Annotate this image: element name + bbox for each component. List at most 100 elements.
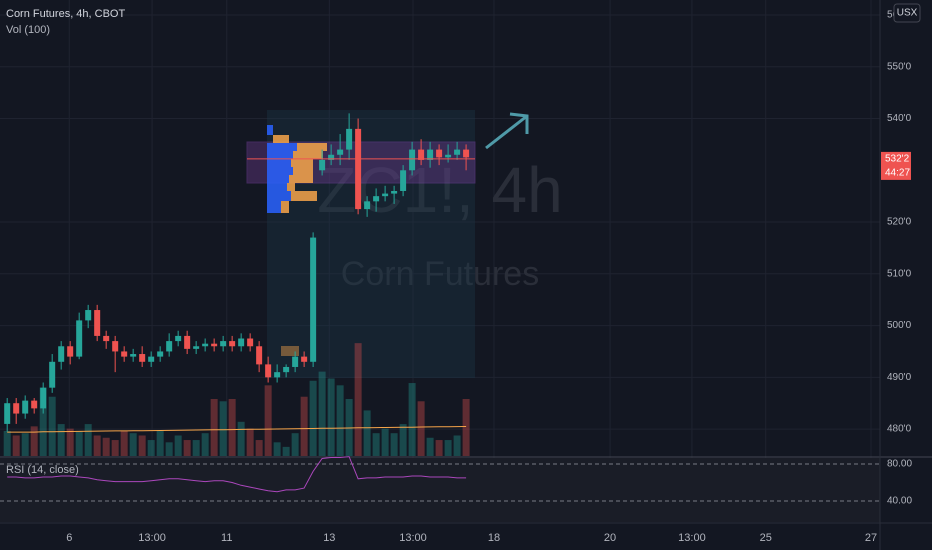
candle-body: [139, 354, 146, 362]
currency-button-label[interactable]: USX: [897, 8, 918, 19]
volume-bar: [57, 424, 65, 456]
y-tick-label: 510'0: [887, 268, 912, 279]
last-price-label: 532'2: [885, 154, 910, 165]
candle-body: [148, 356, 155, 362]
x-tick-label: 13:00: [399, 532, 427, 544]
volume-bar: [399, 424, 407, 456]
volume-profile: [267, 125, 327, 356]
volume-bar: [282, 446, 290, 456]
candle-body: [346, 128, 353, 150]
volume-bar: [111, 440, 119, 456]
candle-body: [58, 346, 65, 362]
y-tick-label: 550'0: [887, 61, 912, 72]
volume-bar: [372, 433, 380, 456]
candle-body: [382, 193, 389, 197]
volume-bar: [228, 399, 236, 456]
volume-bar: [381, 428, 389, 456]
grid: [0, 0, 880, 522]
y-tick-label: 520'0: [887, 217, 912, 228]
candle-body: [337, 149, 344, 155]
volume-bar: [12, 435, 20, 456]
candle-body: [103, 335, 110, 342]
candle-body: [166, 341, 173, 352]
volume-bar: [417, 401, 425, 456]
x-tick-label: 20: [604, 532, 616, 544]
candle-body: [220, 341, 227, 347]
volume-bar: [102, 437, 110, 456]
volume-bar: [30, 426, 38, 456]
watermark-subtitle: Corn Futures: [341, 255, 539, 293]
candle-body: [292, 356, 299, 367]
candle-body: [445, 154, 452, 158]
x-tick-label: 25: [760, 532, 772, 544]
candle-body: [454, 149, 461, 155]
volume-bar: [390, 433, 398, 456]
volume-bar: [48, 396, 56, 456]
volume-bar: [291, 433, 299, 456]
volume-bar: [462, 399, 470, 456]
candle-body: [418, 149, 425, 160]
volume-bar: [156, 430, 164, 456]
candle-body: [22, 400, 29, 414]
candle-body: [211, 343, 218, 347]
y-tick-label: 480'0: [887, 424, 912, 435]
x-tick-label: 11: [221, 532, 232, 544]
volume-bar: [453, 435, 461, 456]
volume-bar: [318, 371, 326, 456]
volume-bar: [138, 435, 146, 456]
currency-button[interactable]: [893, 3, 921, 23]
volume-bar: [354, 343, 362, 456]
candle-body: [184, 335, 191, 349]
volume-bar: [66, 428, 74, 456]
candle-body: [175, 335, 182, 342]
x-tick-label: 18: [488, 532, 500, 544]
candle-body: [4, 403, 11, 424]
rsi-background: [0, 458, 880, 522]
candle-body: [121, 351, 128, 357]
volume-bar: [129, 433, 137, 456]
volume-bar: [273, 442, 281, 456]
volume-pane: [3, 343, 470, 456]
chart-title: Corn Futures, 4h, CBOT: [6, 8, 125, 20]
x-tick-label: 27: [865, 532, 877, 544]
candle-body: [40, 387, 47, 409]
volume-bar: [21, 433, 29, 456]
rsi-tick-label: 40.00: [887, 496, 912, 507]
candle-body: [49, 361, 56, 388]
volume-bar: [246, 428, 254, 456]
y-tick-label: 500'0: [887, 320, 912, 331]
rsi-pane: [0, 456, 880, 502]
candle-body: [274, 372, 281, 378]
volume-bar: [174, 435, 182, 456]
volume-bar: [300, 396, 308, 456]
volume-bar: [201, 433, 209, 456]
candle-body: [202, 343, 209, 347]
volume-bar: [327, 378, 335, 456]
candle-body: [373, 196, 380, 202]
last-price-badge: [881, 151, 911, 180]
volume-bar: [435, 440, 443, 456]
volume-bar: [237, 421, 245, 456]
volume-ma-line: [7, 426, 467, 433]
x-tick-label: 13:00: [138, 532, 166, 544]
y-tick-label: 540'0: [887, 113, 912, 124]
candle-body: [229, 341, 236, 347]
x-tick-label: 13: [323, 532, 335, 544]
candle-body: [76, 320, 83, 357]
candle-body: [256, 346, 263, 365]
candle-body: [400, 170, 407, 191]
volume-bar: [147, 440, 155, 456]
candle-body: [130, 354, 137, 357]
candle-body: [319, 159, 326, 171]
volume-bar: [39, 387, 47, 456]
volume-bar: [219, 401, 227, 456]
candle-body: [13, 403, 20, 414]
candle-body: [238, 338, 245, 347]
volume-bar: [84, 424, 92, 456]
candle-body: [364, 201, 371, 210]
candle-body: [328, 154, 335, 160]
volume-bar: [444, 440, 452, 456]
candle-body: [283, 366, 290, 373]
